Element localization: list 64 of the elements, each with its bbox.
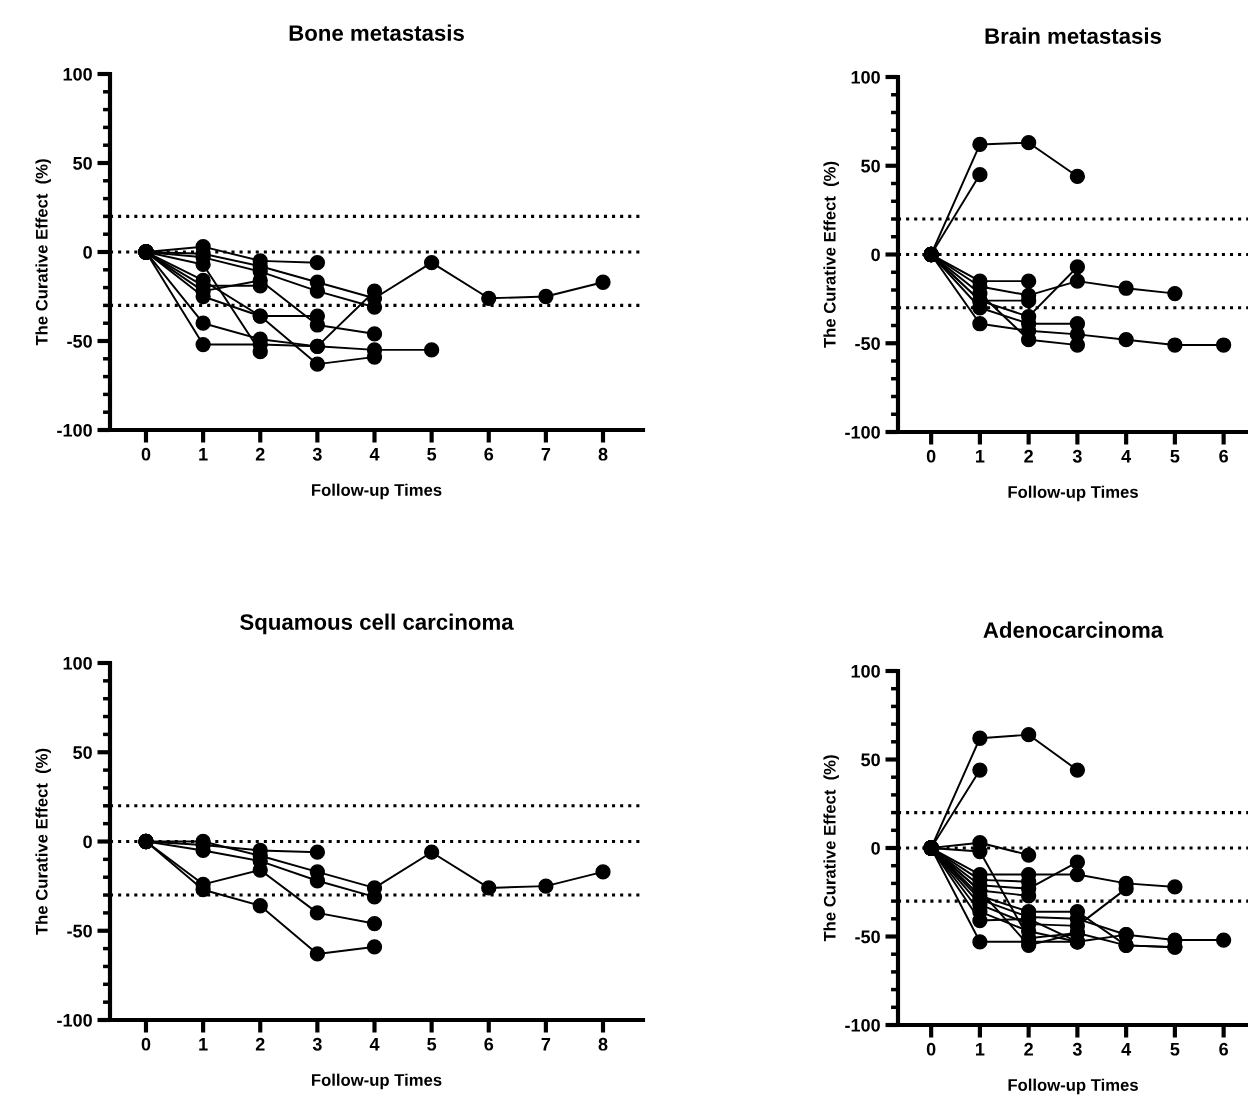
x-tick-label: 8 (598, 1037, 608, 1051)
y-tick-label: 0 (871, 841, 880, 855)
y-tick-label: -100 (57, 423, 92, 437)
x-tick-label: 6 (484, 1037, 494, 1051)
y-tick-label: 100 (63, 656, 92, 670)
y-tick-label: 50 (861, 159, 880, 173)
x-tick-label: 6 (1219, 449, 1228, 463)
y-tick-label: -100 (845, 425, 880, 439)
y-tick-label: 100 (851, 70, 880, 84)
y-axis-title: The Curative Effect (%) (35, 159, 51, 346)
x-tick-label: 2 (255, 1037, 265, 1051)
x-tick-label: 3 (1072, 1042, 1082, 1056)
chart-title: Bone metastasis (289, 24, 464, 41)
y-tick-label: 50 (861, 753, 880, 767)
y-tick-label: -50 (67, 334, 92, 348)
x-axis-title: Follow-up Times (312, 1073, 442, 1090)
x-tick-label: 2 (1024, 449, 1033, 463)
x-tick-label: 6 (484, 447, 494, 461)
y-tick-label: -50 (855, 337, 880, 350)
x-tick-label: 1 (199, 448, 208, 461)
chart-title: Brain metastasis (985, 27, 1162, 44)
y-tick-label: -100 (845, 1018, 880, 1032)
x-tick-label: 7 (541, 448, 551, 461)
x-tick-label: 4 (1121, 450, 1132, 463)
y-tick-label: 0 (83, 245, 92, 259)
x-tick-label: 8 (598, 447, 608, 461)
x-tick-label: 5 (427, 1038, 437, 1051)
y-tick-label: 100 (63, 67, 92, 81)
y-axis-title: The Curative Effect (%) (823, 161, 839, 348)
x-tick-label: 5 (1170, 1043, 1180, 1056)
x-tick-label: 2 (255, 447, 265, 461)
x-tick-label: 0 (141, 1037, 151, 1051)
x-tick-label: 0 (141, 447, 151, 461)
x-tick-label: 1 (976, 1043, 985, 1056)
y-tick-label: -50 (67, 924, 92, 938)
x-tick-label: 2 (1024, 1042, 1033, 1056)
y-tick-label: -100 (57, 1013, 92, 1027)
x-tick-label: 4 (369, 448, 380, 461)
chart-title: Adenocarcinoma (983, 621, 1164, 638)
y-axis-title: The Curative Effect (%) (823, 755, 839, 942)
y-tick-label: 100 (851, 664, 880, 678)
x-tick-label: 6 (1219, 1042, 1228, 1056)
y-tick-label: 50 (73, 156, 92, 170)
x-tick-label: 3 (312, 447, 322, 461)
x-axis-title: Follow-up Times (1008, 1078, 1138, 1095)
x-tick-label: 1 (976, 450, 985, 463)
y-tick-label: -50 (855, 930, 880, 944)
y-axis-title: The Curative Effect (%) (35, 748, 51, 935)
y-tick-label: 0 (871, 248, 880, 262)
x-tick-label: 5 (427, 448, 437, 461)
x-tick-label: 4 (1121, 1043, 1132, 1056)
x-tick-label: 0 (926, 449, 936, 463)
y-tick-label: 50 (73, 746, 92, 759)
chart-title: Squamous cell carcinoma (240, 613, 514, 635)
x-axis-title: Follow-up Times (1008, 485, 1138, 502)
x-tick-label: 3 (1072, 449, 1082, 463)
x-tick-label: 0 (926, 1042, 936, 1056)
x-tick-label: 5 (1170, 450, 1180, 463)
x-tick-label: 7 (541, 1038, 551, 1051)
x-axis-title: Follow-up Times (312, 483, 442, 500)
x-tick-label: 4 (369, 1038, 380, 1051)
y-tick-label: 0 (83, 835, 92, 849)
x-tick-label: 1 (199, 1038, 208, 1051)
x-tick-label: 3 (312, 1037, 322, 1051)
